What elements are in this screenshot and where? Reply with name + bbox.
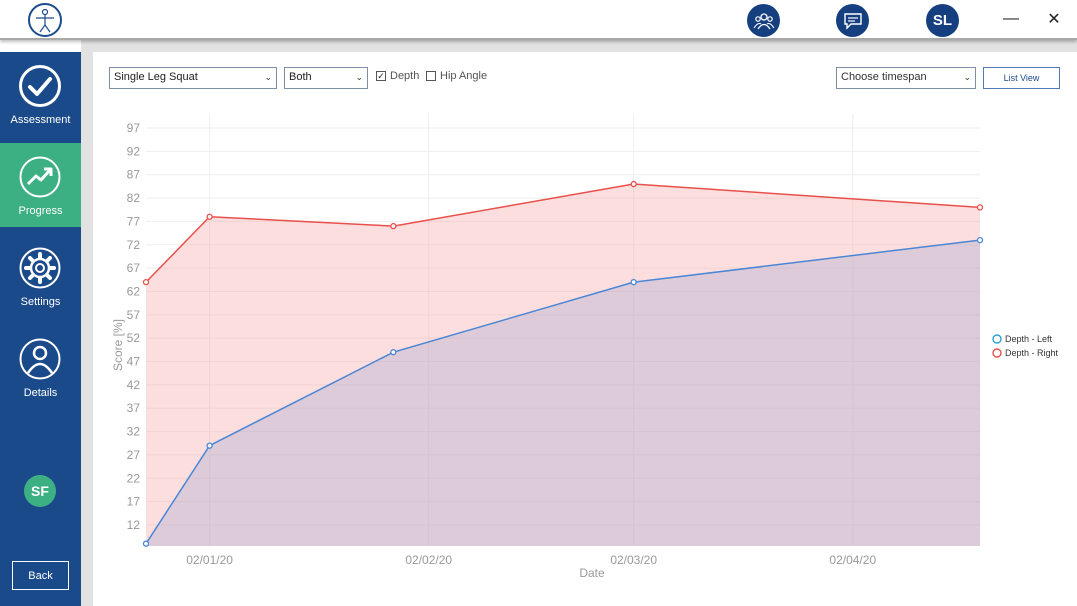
app-logo-icon <box>28 3 62 37</box>
gear-icon <box>19 247 61 289</box>
data-point[interactable] <box>390 222 397 230</box>
chart-points <box>142 180 984 547</box>
team-button[interactable] <box>747 4 780 37</box>
x-tick-label: 02/03/20 <box>610 553 657 567</box>
sidebar-item-assessment[interactable]: Assessment <box>0 52 81 136</box>
sidebar-item-progress[interactable]: Progress <box>0 143 81 227</box>
top-bar: SL — ✕ <box>0 0 1077 40</box>
y-tick-label: 32 <box>127 425 141 439</box>
person-icon <box>19 338 61 380</box>
y-tick-label: 57 <box>127 308 141 322</box>
data-point[interactable] <box>976 236 984 244</box>
progress-chart: 12 17 22 27 32 37 42 47 52 57 62 67 72 77 82 87 92 97 02/… <box>111 114 1059 580</box>
sidebar-item-details[interactable]: Details <box>0 325 81 409</box>
data-point[interactable] <box>142 278 150 286</box>
hip-angle-checkbox[interactable]: Hip Angle <box>426 70 487 82</box>
legend-item[interactable]: Depth - Left <box>992 334 1053 344</box>
check-circle-icon <box>19 65 61 107</box>
sidebar-item-label: Progress <box>18 205 63 217</box>
x-tick-label: 02/04/20 <box>829 553 876 567</box>
close-button[interactable]: ✕ <box>1047 11 1061 28</box>
sidebar-item-label: Settings <box>20 296 61 308</box>
exercise-select[interactable]: Single Leg Squat ⌄ <box>109 67 277 89</box>
chevron-down-icon: ⌄ <box>963 72 971 82</box>
legend-label: Depth - Right <box>1005 348 1059 358</box>
sidebar-item-label: Details <box>23 387 58 399</box>
trend-up-icon <box>19 156 61 198</box>
chart-areas <box>146 184 980 546</box>
depth-checkbox-label: Depth <box>390 70 420 82</box>
chat-button[interactable] <box>836 4 869 37</box>
checkbox-checked-icon: ✓ <box>376 71 386 81</box>
sidebar-item-settings[interactable]: Settings <box>0 234 81 318</box>
profile-badge[interactable]: SF <box>24 475 56 507</box>
data-point[interactable] <box>630 180 637 188</box>
hip-angle-checkbox-label: Hip Angle <box>440 70 488 82</box>
y-tick-label: 72 <box>127 238 141 252</box>
y-tick-label: 97 <box>127 121 141 135</box>
legend-marker <box>992 334 1002 344</box>
minimize-button[interactable]: — <box>1003 10 1019 27</box>
y-tick-label: 92 <box>127 144 141 158</box>
legend-marker <box>992 348 1002 358</box>
sidebar-gutter <box>81 52 93 606</box>
checkbox-unchecked-icon <box>426 71 436 81</box>
side-select[interactable]: Both ⌄ <box>284 67 368 89</box>
timespan-select[interactable]: Choose timespan ⌄ <box>836 67 976 89</box>
chevron-down-icon: ⌄ <box>264 72 272 82</box>
series-area <box>146 184 980 546</box>
depth-checkbox[interactable]: ✓ Depth <box>376 70 419 82</box>
chevron-down-icon: ⌄ <box>355 72 363 82</box>
chat-icon <box>843 12 862 30</box>
data-point[interactable] <box>976 204 984 211</box>
side-select-value: Both <box>289 71 312 83</box>
y-axis-ticks: 12 17 22 27 32 37 42 47 52 57 62 67 72 77 82 87 92 97 <box>127 121 141 532</box>
legend-item[interactable]: Depth - Right <box>992 348 1059 358</box>
sidebar: Assessment Progress Sett <box>0 52 81 606</box>
exercise-select-value: Single Leg Squat <box>114 71 198 83</box>
y-axis-title: Score [%] <box>111 319 125 371</box>
y-tick-label: 47 <box>127 355 141 369</box>
x-tick-label: 02/01/20 <box>186 553 233 567</box>
y-tick-label: 67 <box>127 261 141 275</box>
y-tick-label: 12 <box>127 518 141 532</box>
y-tick-label: 52 <box>127 331 141 345</box>
data-point[interactable] <box>206 442 213 449</box>
y-tick-label: 27 <box>127 448 141 462</box>
list-view-button[interactable]: List View <box>983 67 1060 89</box>
y-tick-label: 77 <box>127 214 141 228</box>
y-tick-label: 62 <box>127 284 141 298</box>
series-area <box>146 240 980 546</box>
data-point[interactable] <box>390 349 397 356</box>
user-avatar-button[interactable]: SL <box>926 4 959 37</box>
y-tick-label: 22 <box>127 471 141 485</box>
chart-grid <box>146 114 980 546</box>
back-button[interactable]: Back <box>12 561 69 590</box>
y-tick-label: 82 <box>127 191 141 205</box>
timespan-select-placeholder: Choose timespan <box>841 71 927 83</box>
x-axis-title: Date <box>579 566 605 580</box>
data-point[interactable] <box>630 278 637 286</box>
data-point[interactable] <box>206 213 213 220</box>
y-tick-label: 37 <box>127 401 141 415</box>
y-tick-label: 42 <box>127 378 141 392</box>
y-tick-label: 17 <box>127 495 141 509</box>
team-icon <box>753 12 774 29</box>
x-tick-label: 02/02/20 <box>405 553 452 567</box>
top-gutter <box>81 40 1077 52</box>
y-tick-label: 87 <box>127 168 141 182</box>
chart-legend[interactable]: Depth - Left Depth - Right <box>992 334 1059 358</box>
legend-label: Depth - Left <box>1005 334 1053 344</box>
x-axis-ticks: 02/01/20 02/02/20 02/03/20 02/04/20 <box>186 553 876 567</box>
sidebar-item-label: Assessment <box>10 114 71 126</box>
data-point[interactable] <box>142 540 150 547</box>
